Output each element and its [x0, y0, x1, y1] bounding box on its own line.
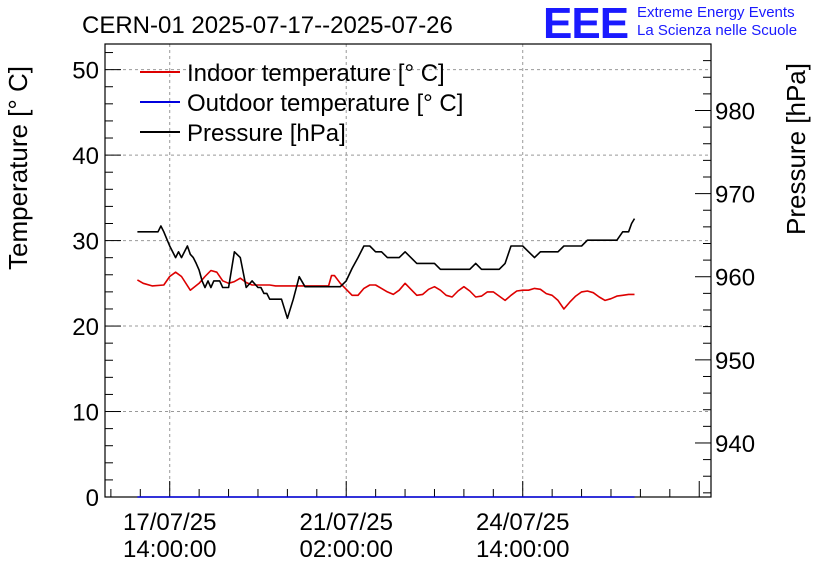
y-axis-title: Temperature [° C]	[3, 66, 33, 270]
y-tick-label: 40	[72, 143, 99, 170]
x-tick-label-date: 24/07/25	[476, 509, 569, 536]
eee-logo-mark: EEE	[543, 0, 629, 48]
x-tick-label-date: 21/07/25	[300, 509, 393, 536]
legend-label-1: Outdoor temperature [° C]	[187, 90, 463, 117]
y-tick-label: 50	[72, 58, 99, 85]
y2-tick-label: 980	[715, 98, 755, 125]
x-tick-label-time: 14:00:00	[123, 536, 216, 563]
y2-tick-label: 950	[715, 348, 755, 375]
series-line-2	[137, 218, 636, 320]
y-tick-label: 0	[86, 485, 99, 512]
y2-axis-title: Pressure [hPa]	[781, 63, 811, 235]
x-tick-label-date: 17/07/25	[123, 509, 216, 536]
legend-label-0: Indoor temperature [° C]	[187, 60, 445, 87]
y2-tick-label: 940	[715, 431, 755, 458]
eee-logo-text: Extreme Energy Events La Scienza nelle S…	[637, 4, 797, 40]
series-line-0	[136, 269, 635, 310]
y-tick-label: 30	[72, 229, 99, 256]
y-tick-label: 10	[72, 400, 99, 427]
y2-tick-label: 970	[715, 182, 755, 209]
logo-line-2: La Scienza nelle Scuole	[637, 22, 798, 39]
y2-tick-label: 960	[715, 265, 755, 292]
x-tick-label-time: 02:00:00	[300, 536, 393, 563]
chart-title: CERN-01 2025-07-17--2025-07-26	[82, 12, 453, 39]
x-tick-label-time: 14:00:00	[476, 536, 569, 563]
legend-label-2: Pressure [hPa]	[187, 120, 346, 147]
logo-line-1: Extreme Energy Events	[637, 4, 795, 21]
y-tick-label: 20	[72, 314, 99, 341]
